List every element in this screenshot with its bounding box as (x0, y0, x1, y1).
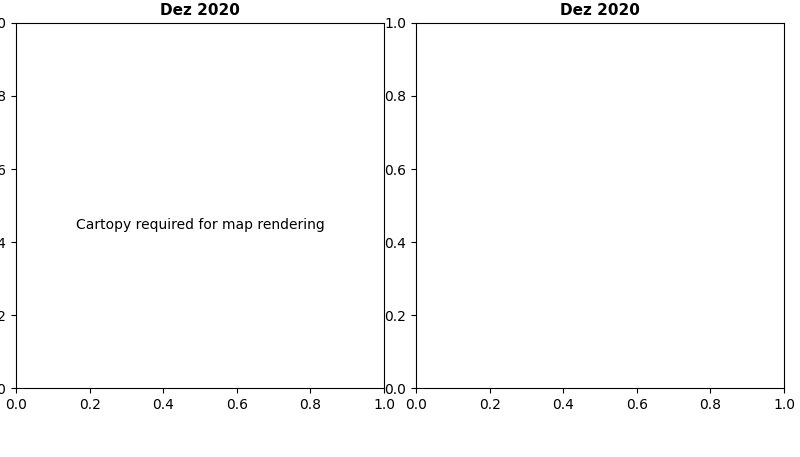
Title: Dez 2020: Dez 2020 (160, 3, 240, 17)
Title: Dez 2020: Dez 2020 (560, 3, 640, 17)
Text: Cartopy required for map rendering: Cartopy required for map rendering (76, 218, 324, 232)
